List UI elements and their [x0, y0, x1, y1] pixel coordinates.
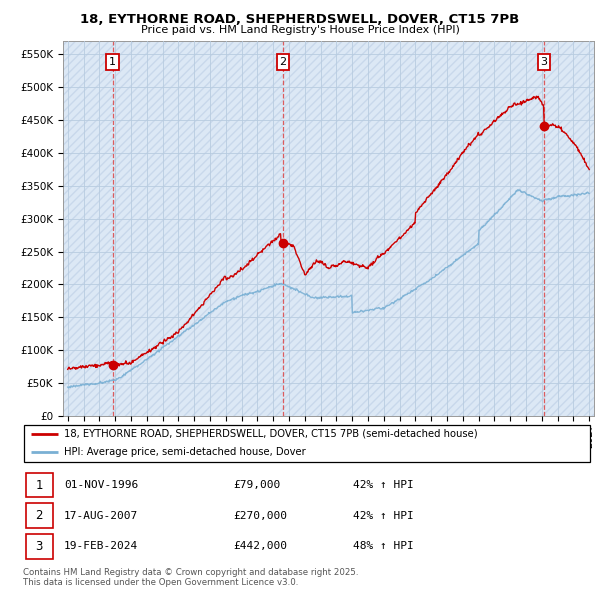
Text: £79,000: £79,000 [233, 480, 280, 490]
Text: HPI: Average price, semi-detached house, Dover: HPI: Average price, semi-detached house,… [64, 447, 306, 457]
Text: £270,000: £270,000 [233, 511, 287, 520]
Bar [26, 534, 53, 559]
Bar [26, 503, 53, 528]
Text: 42% ↑ HPI: 42% ↑ HPI [353, 511, 414, 520]
Bar [26, 473, 53, 497]
Text: 2: 2 [280, 57, 287, 67]
Text: 18, EYTHORNE ROAD, SHEPHERDSWELL, DOVER, CT15 7PB: 18, EYTHORNE ROAD, SHEPHERDSWELL, DOVER,… [80, 13, 520, 26]
Text: 01-NOV-1996: 01-NOV-1996 [64, 480, 138, 490]
Text: Contains HM Land Registry data © Crown copyright and database right 2025.
This d: Contains HM Land Registry data © Crown c… [23, 568, 358, 587]
Text: 3: 3 [35, 540, 43, 553]
Text: Price paid vs. HM Land Registry's House Price Index (HPI): Price paid vs. HM Land Registry's House … [140, 25, 460, 35]
Text: 42% ↑ HPI: 42% ↑ HPI [353, 480, 414, 490]
Text: 18, EYTHORNE ROAD, SHEPHERDSWELL, DOVER, CT15 7PB (semi-detached house): 18, EYTHORNE ROAD, SHEPHERDSWELL, DOVER,… [64, 429, 478, 439]
Text: 19-FEB-2024: 19-FEB-2024 [64, 541, 138, 551]
Text: 48% ↑ HPI: 48% ↑ HPI [353, 541, 414, 551]
Text: 3: 3 [541, 57, 547, 67]
Text: 1: 1 [109, 57, 116, 67]
Text: 1: 1 [35, 478, 43, 491]
Text: 17-AUG-2007: 17-AUG-2007 [64, 511, 138, 520]
Text: £442,000: £442,000 [233, 541, 287, 551]
Text: 2: 2 [35, 509, 43, 522]
